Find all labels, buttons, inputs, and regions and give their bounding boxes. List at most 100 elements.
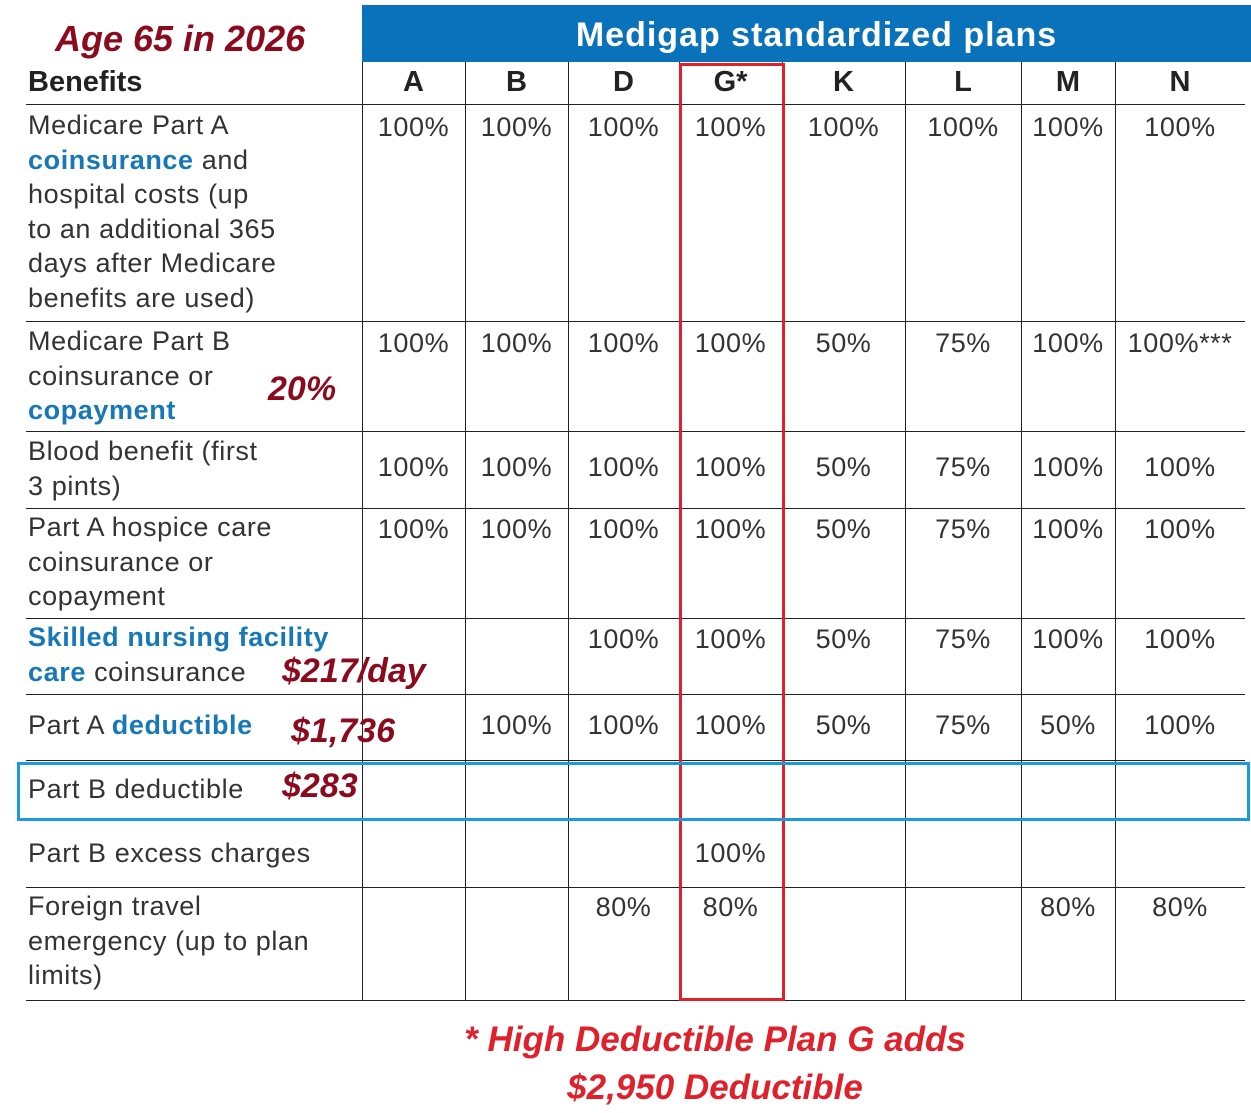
- label-text: Foreign travel emergency (up to plan lim…: [28, 891, 310, 990]
- row-divider: [26, 431, 1245, 432]
- row-divider: [26, 694, 1245, 695]
- coverage-value: 100%: [377, 328, 450, 358]
- coverage-value: 100%: [377, 514, 450, 544]
- label-text: Medicare Part A: [28, 110, 230, 140]
- coverage-value: 100%: [1144, 452, 1216, 482]
- cost-annotation: $283: [282, 767, 358, 805]
- coverage-value: 75%: [935, 514, 991, 544]
- coverage-value: 75%: [935, 624, 991, 654]
- coverage-value: 75%: [935, 328, 991, 358]
- row-divider: [26, 508, 1245, 509]
- coverage-value: 50%: [1040, 710, 1096, 740]
- coverage-value: 100%: [1032, 112, 1104, 142]
- coverage-value: 100%: [1032, 328, 1104, 358]
- coverage-value: 100%: [377, 452, 450, 482]
- coverage-value: 80%: [702, 892, 759, 922]
- coverage-value: 50%: [815, 328, 872, 358]
- label-text: Part B excess charges: [28, 838, 311, 868]
- coverage-value: 100%: [587, 710, 660, 740]
- label-text: Medicare Part B coinsurance or: [28, 326, 231, 391]
- benefit-label: Medicare Part B coinsurance or copayment: [28, 324, 231, 428]
- coverage-value: 100%: [480, 710, 553, 740]
- coverage-value: 100%***: [1127, 328, 1233, 358]
- row-divider: [26, 618, 1245, 619]
- plan-header-n: N: [1169, 66, 1191, 98]
- coverage-value: 100%: [1032, 452, 1104, 482]
- label-text: Part A hospice care coinsurance or copay…: [28, 512, 273, 611]
- plan-header-d: D: [613, 66, 634, 98]
- plan-header-k: K: [833, 66, 854, 98]
- coverage-value: 100%: [694, 328, 767, 358]
- coverage-value: 100%: [587, 112, 660, 142]
- plan-header-l: L: [954, 66, 972, 98]
- coverage-value: 100%: [480, 328, 553, 358]
- coverage-value: 100%: [1144, 624, 1216, 654]
- coverage-value: 50%: [815, 710, 872, 740]
- glossary-term[interactable]: deductible: [111, 710, 253, 740]
- coverage-value: 50%: [815, 514, 872, 544]
- benefit-label: Foreign travel emergency (up to plan lim…: [28, 889, 309, 993]
- column-divider: [905, 62, 906, 1001]
- row-divider: [26, 1000, 1245, 1001]
- glossary-term[interactable]: copayment: [28, 395, 176, 425]
- coverage-value: 100%: [1032, 514, 1104, 544]
- header-rule: [26, 104, 1245, 105]
- label-text: Part B deductible: [28, 774, 244, 804]
- coverage-value: 100%: [694, 112, 767, 142]
- coverage-value: 100%: [587, 328, 660, 358]
- coverage-value: 50%: [815, 452, 872, 482]
- coverage-value: 100%: [927, 112, 999, 142]
- cost-annotation: $1,736: [291, 712, 395, 750]
- coverage-value: 100%: [1032, 624, 1104, 654]
- part-b-deductible-highlight: [17, 762, 1250, 821]
- label-text: Part A: [28, 710, 112, 740]
- glossary-term[interactable]: Skilled nursing facility care: [28, 622, 329, 687]
- coverage-value: 100%: [1144, 710, 1216, 740]
- coverage-value: 100%: [480, 452, 553, 482]
- coverage-value: 100%: [1144, 112, 1216, 142]
- footnote-line-1: * High Deductible Plan G adds: [464, 1020, 966, 1059]
- coverage-value: 100%: [480, 514, 553, 544]
- row-divider: [26, 760, 1245, 761]
- label-text: Blood benefit (first 3 pints): [28, 436, 258, 501]
- benefit-label: Blood benefit (first 3 pints): [28, 434, 258, 503]
- benefits-heading: Benefits: [28, 66, 143, 98]
- plan-header-m: M: [1055, 66, 1081, 98]
- coverage-value: 100%: [377, 112, 450, 142]
- benefit-label: Medicare Part A coinsurance and hospital…: [28, 108, 277, 315]
- benefit-label: Part A hospice care coinsurance or copay…: [28, 510, 272, 614]
- cost-annotation: $217/day: [282, 652, 426, 690]
- coverage-value: 100%: [587, 624, 660, 654]
- benefit-label: Part A deductible: [28, 708, 253, 743]
- plan-header-a: A: [403, 66, 424, 98]
- plan-g-highlight: [679, 63, 785, 1001]
- coverage-value: 75%: [935, 452, 991, 482]
- benefit-label: Skilled nursing facility care coinsuranc…: [28, 620, 329, 689]
- coverage-value: 100%: [694, 838, 767, 868]
- coverage-value: 80%: [1152, 892, 1208, 922]
- coverage-value: 100%: [694, 514, 767, 544]
- benefit-label: Part B deductible: [28, 772, 244, 807]
- column-divider: [465, 62, 466, 1001]
- label-text: and hospital costs (up to an additional …: [28, 144, 277, 313]
- coverage-value: 100%: [694, 624, 767, 654]
- plan-header-b: B: [506, 66, 527, 98]
- coverage-value: 80%: [1040, 892, 1096, 922]
- coverage-value: 75%: [935, 710, 991, 740]
- column-divider: [1021, 62, 1022, 1001]
- coverage-value: 100%: [1144, 514, 1216, 544]
- coverage-value: 100%: [694, 452, 767, 482]
- row-divider: [26, 887, 1245, 888]
- footnote-line-2: $2,950 Deductible: [567, 1068, 863, 1107]
- row-divider: [26, 321, 1245, 322]
- coverage-value: 80%: [595, 892, 652, 922]
- column-divider: [1115, 62, 1116, 1001]
- column-divider: [362, 62, 363, 1001]
- benefit-label: Part B excess charges: [28, 836, 311, 871]
- coverage-value: 50%: [815, 624, 872, 654]
- glossary-term[interactable]: coinsurance: [28, 144, 194, 175]
- coverage-value: 100%: [480, 112, 553, 142]
- coverage-value: 100%: [587, 514, 660, 544]
- age-title: Age 65 in 2026: [55, 18, 306, 59]
